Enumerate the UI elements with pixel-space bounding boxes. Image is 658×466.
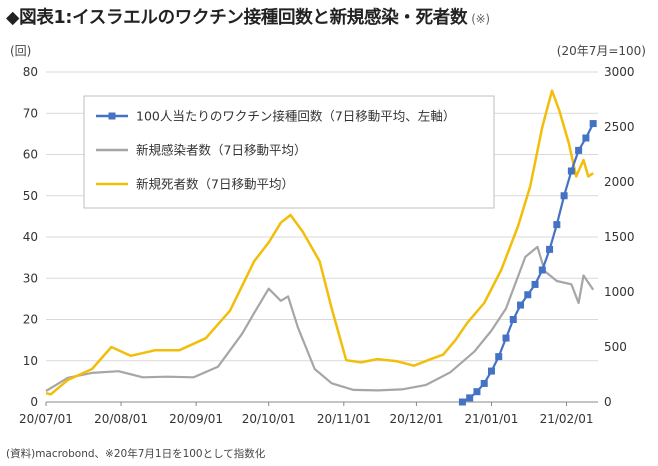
- y-right-tick-label: 1500: [604, 230, 635, 244]
- vaccine-point: [509, 316, 517, 323]
- vaccine-point: [495, 353, 503, 361]
- legend-label-1: 100人当たりのワクチン接種回数（7日移動平均、左軸）: [136, 109, 455, 124]
- vaccine-point: [531, 280, 539, 288]
- y-left-tick-label: 70: [23, 106, 38, 120]
- y-right-tick-label: 1000: [604, 285, 635, 299]
- y-left-tick-label: 40: [23, 230, 38, 244]
- y-right-tick-label: 3000: [604, 65, 635, 79]
- vaccine-point: [575, 146, 583, 154]
- y-left-tick-label: 20: [23, 313, 38, 327]
- vaccine-point: [480, 379, 488, 387]
- y-left-tick-label: 60: [23, 148, 38, 162]
- y-left-tick-label: 30: [23, 271, 38, 285]
- x-tick-label: 21/02/01: [540, 412, 594, 426]
- legend-label-2: 新規感染者数（7日移動平均）: [136, 143, 306, 158]
- vaccine-point: [517, 301, 525, 309]
- vaccine-point: [502, 334, 510, 342]
- y-right-tick-label: 0: [604, 395, 612, 409]
- title-note: (※): [471, 12, 490, 26]
- source-note: (資料)macrobond、※20年7月1日を100として指数化: [6, 448, 266, 460]
- vaccine-point: [458, 398, 466, 406]
- x-tick-label: 20/12/01: [389, 412, 443, 426]
- y-left-tick-label: 0: [30, 395, 38, 409]
- chart-title: ◆図表1:イスラエルのワクチン接種回数と新規感染・死者数 (※): [6, 8, 490, 28]
- vaccine-point: [466, 394, 474, 402]
- y-left-tick-label: 10: [23, 354, 38, 368]
- legend-marker: [108, 112, 116, 120]
- vaccine-point: [560, 192, 568, 200]
- y-right-tick-label: 2000: [604, 175, 635, 189]
- x-tick-label: 21/01/01: [465, 412, 519, 426]
- x-tick-label: 20/07/01: [19, 412, 73, 426]
- y-right-tick-label: 2500: [604, 120, 635, 134]
- right-axis-unit: (20年7月=100): [556, 44, 646, 58]
- series-line-3: [45, 89, 594, 396]
- vaccine-point: [473, 388, 481, 396]
- vaccine-point: [546, 245, 554, 253]
- y-left-tick-label: 50: [23, 189, 38, 203]
- vaccine-point: [553, 221, 561, 229]
- x-tick-label: 20/08/01: [94, 412, 148, 426]
- vaccine-point: [524, 291, 532, 299]
- vaccine-point: [487, 367, 495, 375]
- vaccine-point: [567, 167, 575, 175]
- x-tick-label: 20/10/01: [242, 412, 296, 426]
- x-tick-label: 20/11/01: [317, 412, 371, 426]
- left-axis-unit: (回): [10, 44, 32, 58]
- y-right-tick-label: 500: [604, 340, 627, 354]
- vaccine-point: [589, 120, 597, 128]
- vaccine-point: [538, 266, 546, 274]
- legend-box: [83, 95, 495, 209]
- vaccine-point: [582, 134, 590, 142]
- y-left-tick-label: 80: [23, 65, 38, 79]
- legend-label-3: 新規死者数（7日移動平均）: [136, 177, 294, 192]
- x-tick-label: 20/09/01: [169, 412, 223, 426]
